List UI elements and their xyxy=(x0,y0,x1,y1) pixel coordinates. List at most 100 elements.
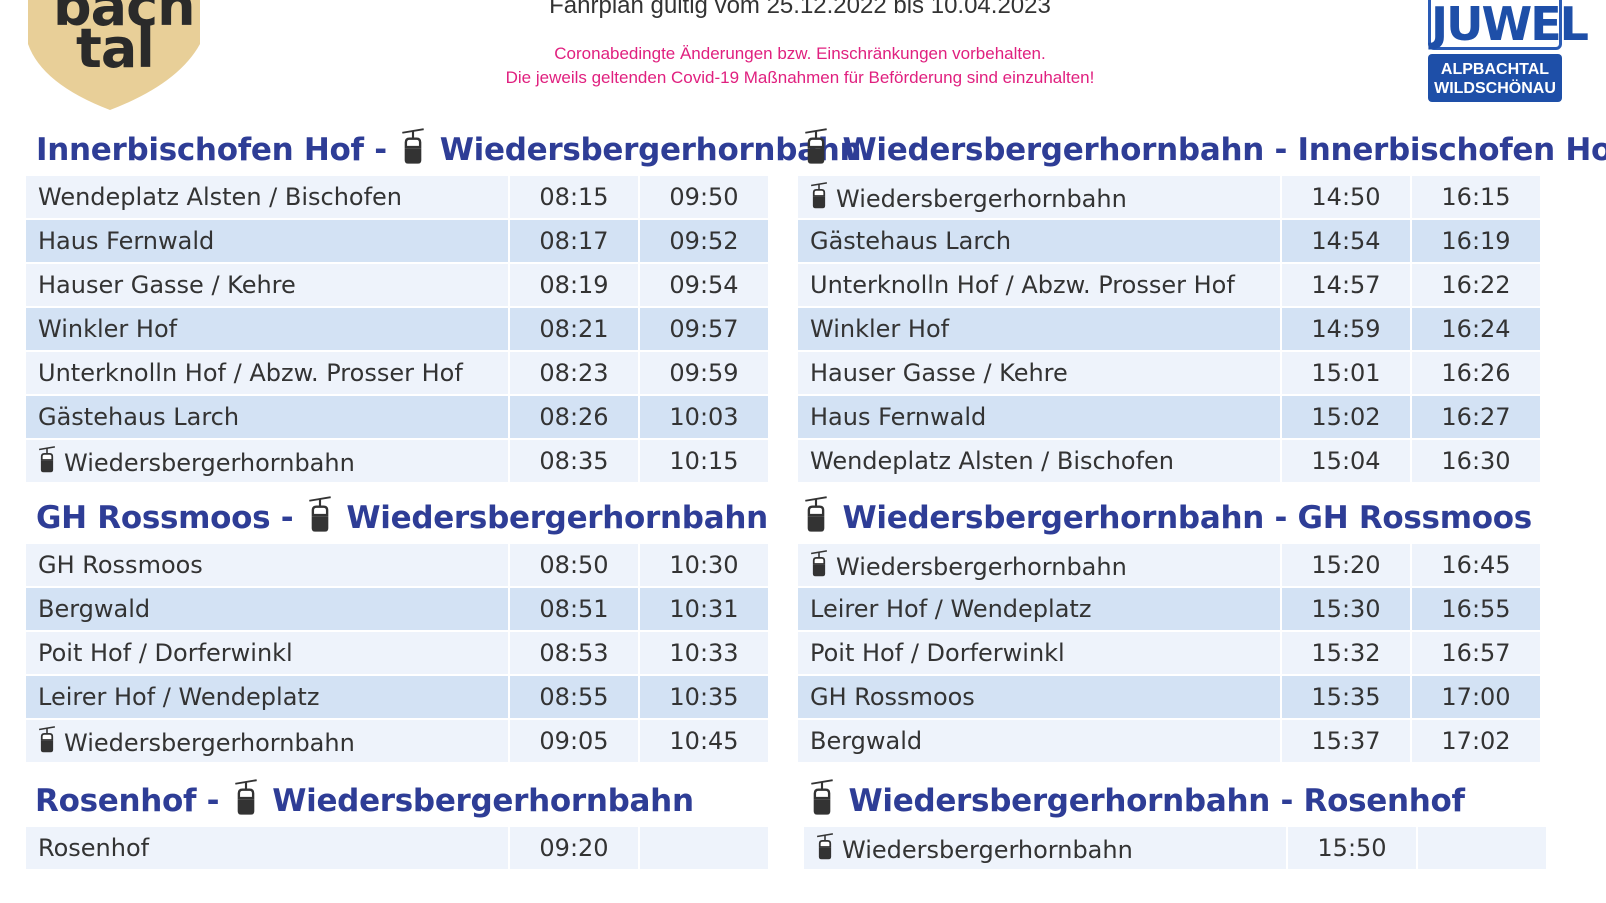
departure-time-1: 15:04 xyxy=(1280,440,1410,484)
departure-time-2: 16:57 xyxy=(1410,632,1540,676)
stop-cell: Wiedersbergerhornbahn xyxy=(798,544,1280,588)
stop-name: Leirer Hof / Wendeplatz xyxy=(810,595,1092,623)
gondola-icon xyxy=(816,833,834,861)
departure-time-2: 17:00 xyxy=(1410,676,1540,720)
table-row: Gästehaus Larch 14:54 16:19 xyxy=(798,220,1540,264)
section-title: Innerbischofen Hof - Wiedersbergerhornba… xyxy=(26,124,862,176)
departure-time-2: 09:59 xyxy=(638,352,768,396)
departure-time-1: 15:30 xyxy=(1280,588,1410,632)
departure-time-1: 15:35 xyxy=(1280,676,1410,720)
table-row: Unterknolln Hof / Abzw. Prosser Hof 08:23… xyxy=(26,352,768,396)
gondola-icon xyxy=(401,128,425,166)
stop-cell: Poit Hof / Dorferwinkl xyxy=(798,632,1280,676)
departure-time-1: 08:23 xyxy=(508,352,638,396)
title-from: Wiedersbergerhornbahn xyxy=(848,783,1271,819)
stop-cell: GH Rossmoos xyxy=(798,676,1280,720)
table-row: Rosenhof 09:20 xyxy=(26,827,768,871)
departure-time-1: 14:54 xyxy=(1280,220,1410,264)
stop-cell: Wendeplatz Alsten / Bischofen xyxy=(26,176,508,220)
departure-time-1: 15:20 xyxy=(1280,544,1410,588)
table-row: Wiedersbergerhornbahn 09:05 10:45 xyxy=(26,720,768,764)
timetable: Rosenhof 09:20 xyxy=(26,827,768,871)
stop-cell: Hauser Gasse / Kehre xyxy=(26,264,508,308)
table-row: Gästehaus Larch 08:26 10:03 xyxy=(26,396,768,440)
stop-cell: Wiedersbergerhornbahn xyxy=(26,720,508,764)
stop-name: Gästehaus Larch xyxy=(38,403,240,431)
departure-time-1: 14:57 xyxy=(1280,264,1410,308)
stop-cell: Winkler Hof xyxy=(26,308,508,352)
table-row: Bergwald 15:37 17:02 xyxy=(798,720,1540,764)
table-row: GH Rossmoos 15:35 17:00 xyxy=(798,676,1540,720)
stop-cell: Wiedersbergerhornbahn xyxy=(26,440,508,484)
stop-name: Gästehaus Larch xyxy=(810,227,1012,255)
departure-time-2 xyxy=(638,827,768,871)
table-row: Wiedersbergerhornbahn 15:50 xyxy=(804,827,1546,871)
logo-shield-shape xyxy=(28,0,200,110)
timetable: Wendeplatz Alsten / Bischofen 08:15 09:50 H… xyxy=(26,176,768,484)
table-row: Hauser Gasse / Kehre 15:01 16:26 xyxy=(798,352,1540,396)
departure-time-1: 15:01 xyxy=(1280,352,1410,396)
juwel-sub-line1: ALPBACHTAL xyxy=(1440,61,1550,78)
stop-cell: Bergwald xyxy=(798,720,1280,764)
stop-name: Leirer Hof / Wendeplatz xyxy=(38,683,320,711)
departure-time-2: 10:45 xyxy=(638,720,768,764)
departure-time-1: 08:19 xyxy=(508,264,638,308)
stop-name: Poit Hof / Dorferwinkl xyxy=(38,639,293,667)
timetable-innerbischofen-to-wiedersberger: Innerbischofen Hof - Wiedersbergerhornba… xyxy=(26,124,862,484)
stop-name: Hauser Gasse / Kehre xyxy=(38,271,296,299)
stop-cell: Rosenhof xyxy=(26,827,508,871)
timetable: Wiedersbergerhornbahn 14:50 16:15 Gästehaus… xyxy=(798,176,1540,484)
departure-time-1: 08:50 xyxy=(508,544,638,588)
stop-name: Hauser Gasse / Kehre xyxy=(810,359,1068,387)
stop-name: GH Rossmoos xyxy=(810,683,975,711)
section-title: Wiedersbergerhornbahn - GH Rossmoos xyxy=(798,492,1540,544)
departure-time-2: 09:52 xyxy=(638,220,768,264)
stop-name: Bergwald xyxy=(810,727,923,755)
alpbachtal-logo: bach tal xyxy=(28,0,200,112)
title-to: Wiedersbergerhornbahn xyxy=(439,132,862,168)
table-row: GH Rossmoos 08:50 10:30 xyxy=(26,544,768,588)
departure-time-2: 16:27 xyxy=(1410,396,1540,440)
stop-name: Wendeplatz Alsten / Bischofen xyxy=(38,183,403,211)
table-row: Haus Fernwald 15:02 16:27 xyxy=(798,396,1540,440)
title-to: - Rosenhof xyxy=(1280,783,1465,819)
stop-name: Unterknolln Hof / Abzw. Prosser Hof xyxy=(38,359,463,387)
stop-name: Wendeplatz Alsten / Bischofen xyxy=(810,447,1175,475)
stop-cell: Gästehaus Larch xyxy=(798,220,1280,264)
table-row: Wiedersbergerhornbahn 14:50 16:15 xyxy=(798,176,1540,220)
title-from: GH Rossmoos - xyxy=(36,500,294,536)
title-from: Rosenhof - xyxy=(35,783,220,819)
stop-name: Wiedersbergerhornbahn xyxy=(836,184,1127,213)
covid-notice-1: Coronabedingte Änderungen bzw. Einschrän… xyxy=(554,44,1046,63)
timetable: Wiedersbergerhornbahn 15:50 xyxy=(804,827,1546,871)
timetable: Wiedersbergerhornbahn 15:20 16:45 Leirer Ho… xyxy=(798,544,1540,764)
gondola-icon xyxy=(308,496,332,534)
table-row: Poit Hof / Dorferwinkl 08:53 10:33 xyxy=(26,632,768,676)
timetable-wiedersberger-to-rossmoos: Wiedersbergerhornbahn - GH Rossmoos Wied… xyxy=(798,492,1540,764)
departure-time-2: 10:30 xyxy=(638,544,768,588)
title-to: Wiedersbergerhornbahn xyxy=(272,783,694,819)
stop-cell: Bergwald xyxy=(26,588,508,632)
departure-time-1: 15:50 xyxy=(1286,827,1416,871)
gondola-icon xyxy=(804,128,828,166)
table-row: Wendeplatz Alsten / Bischofen 08:15 09:50 xyxy=(26,176,768,220)
departure-time-1: 15:32 xyxy=(1280,632,1410,676)
departure-time-2: 16:45 xyxy=(1410,544,1540,588)
table-row: Hauser Gasse / Kehre 08:19 09:54 xyxy=(26,264,768,308)
section-title: Wiedersbergerhornbahn - Innerbischofen H… xyxy=(798,124,1606,176)
stop-name: Unterknolln Hof / Abzw. Prosser Hof xyxy=(810,271,1235,299)
gondola-icon xyxy=(810,550,828,578)
departure-time-1: 15:37 xyxy=(1280,720,1410,764)
departure-time-2: 16:15 xyxy=(1410,176,1540,220)
stop-cell: Unterknolln Hof / Abzw. Prosser Hof xyxy=(26,352,508,396)
departure-time-1: 08:55 xyxy=(508,676,638,720)
table-row: Winkler Hof 14:59 16:24 xyxy=(798,308,1540,352)
juwel-logo-text: JUWEL xyxy=(1428,0,1589,51)
departure-time-2: 09:57 xyxy=(638,308,768,352)
title-to: - GH Rossmoos xyxy=(1274,500,1532,536)
timetable-wiedersberger-to-innerbischofen: Wiedersbergerhornbahn - Innerbischofen H… xyxy=(798,124,1606,484)
stop-name: Bergwald xyxy=(38,595,151,623)
table-row: Wendeplatz Alsten / Bischofen 15:04 16:30 xyxy=(798,440,1540,484)
stop-cell: Winkler Hof xyxy=(798,308,1280,352)
title-from: Innerbischofen Hof - xyxy=(36,132,387,168)
